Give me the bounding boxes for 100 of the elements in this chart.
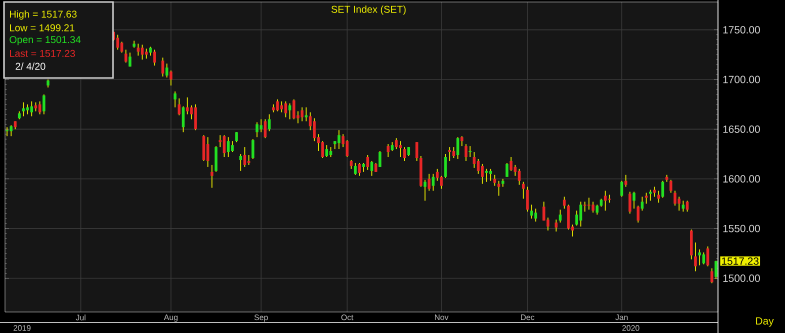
candlestick [378,150,382,168]
candlestick [165,63,168,78]
candlestick [592,201,594,214]
candlestick [42,94,46,115]
candlestick [456,136,460,160]
candlestick [22,102,25,117]
candlestick [321,140,324,158]
candlestick [288,102,292,120]
candlestick [682,200,685,212]
candlestick [226,136,230,158]
y-tick-label: 1650.00 [723,125,760,133]
candlestick [476,158,480,174]
candlestick [161,57,164,77]
candlestick [440,175,443,190]
candlestick [534,208,538,222]
candlestick [280,100,283,113]
candlestick [522,181,525,200]
candlestick [702,252,706,265]
candlestick [706,246,710,267]
candlestick [674,190,676,206]
candlestick [231,140,234,152]
candlestick [562,196,566,210]
y-tick-label: 1750.00 [723,26,760,34]
candlestick [252,138,254,160]
candlestick [338,130,340,150]
candlestick [588,197,590,210]
candlestick [6,126,8,137]
candlestick [628,191,632,214]
candlestick [186,96,189,115]
candlestick [636,205,640,224]
candlestick [312,118,316,142]
candlestick [526,186,529,212]
candlestick [202,134,206,162]
y-tick-label: 1500.00 [723,274,760,282]
candlestick [354,162,357,176]
candlestick [128,52,132,68]
candlestick [464,144,468,162]
candlestick [247,154,250,166]
candlestick [346,140,349,158]
candlestick [596,204,599,216]
annotation: Last = 1517.23 [10,50,75,57]
candlestick [710,268,714,284]
candlestick [583,201,586,212]
candlestick [194,104,197,131]
candlestick [386,144,390,158]
annotation: High = 1517.63 [10,10,77,20]
candlestick [497,180,500,196]
candlestick [640,196,644,212]
candlestick [325,144,328,158]
candlestick [260,118,263,133]
candlestick [518,168,521,186]
candlestick [358,162,361,176]
candlestick [10,124,13,137]
candlestick [678,196,680,212]
y-tick-label: 1600.00 [723,175,760,183]
candlestick [26,104,29,115]
candlestick [210,164,214,188]
candlestick [530,204,533,220]
candlestick [452,146,456,158]
candlestick [448,146,452,162]
candlestick [206,136,210,168]
candlestick [472,152,476,168]
candlestick [554,219,558,232]
candlestick [276,98,279,112]
candlestick [460,136,464,147]
candlestick [300,106,304,122]
chart-title: SET Index (SET) [331,6,406,15]
candlestick [268,114,271,132]
candlestick [214,146,218,172]
candlestick [292,98,296,120]
y-tick-label: 1550.00 [723,224,760,232]
candlestick [694,242,697,272]
candlestick [256,122,258,138]
candlestick [468,146,472,158]
candlestick [243,146,246,168]
candlestick [579,201,582,227]
candlestick [424,179,426,202]
candlestick [714,260,718,280]
candlestick [493,174,496,186]
y-tick-label: 1700.00 [723,76,760,84]
candlestick [632,191,636,210]
candlestick [649,189,652,202]
candlestick [120,41,124,54]
candlestick [653,186,656,198]
text: Day [756,317,774,327]
candlestick [399,140,402,158]
candlestick [428,173,431,192]
candlestick [403,146,406,162]
candlestick [444,154,447,178]
candlestick [432,173,435,192]
candlestick [481,164,484,184]
candlestick [506,162,508,178]
candlestick [140,44,144,60]
candlestick [235,132,238,143]
candlestick [153,49,156,66]
candlestick [222,134,226,158]
candlestick [489,168,492,182]
annotation: Open = 1501.34 [10,36,81,46]
candlestick [415,142,418,162]
candlestick [624,174,628,188]
